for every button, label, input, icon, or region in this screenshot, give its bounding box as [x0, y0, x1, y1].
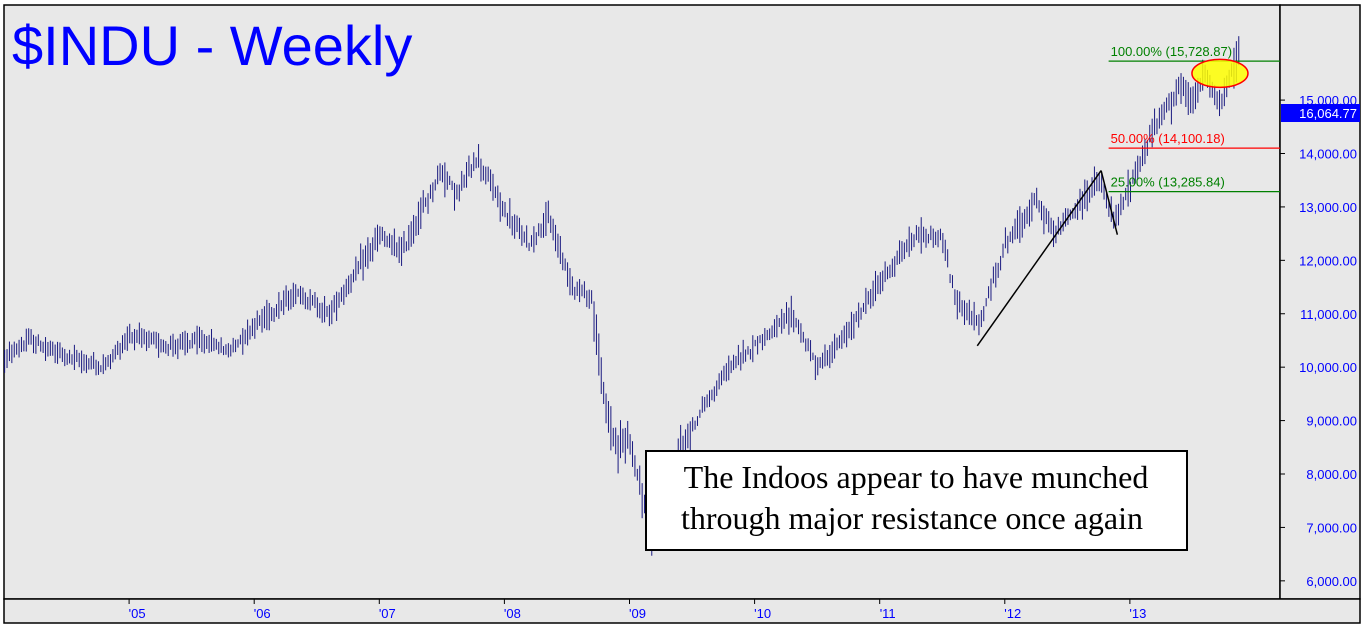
pattern-line [976, 170, 1102, 347]
annotation-frame [645, 450, 1188, 551]
y-tick-label: 6,000.00 [1306, 574, 1357, 589]
annotation-line-1: The Indoos appear to have munched [684, 459, 1149, 495]
y-tick-label: 12,000.00 [1299, 253, 1357, 268]
fib-label: 100.00% (15,728.87) [1111, 44, 1232, 59]
y-tick-label: 11,000.00 [1300, 307, 1357, 322]
annotation-line-2: through major resistance once again [681, 500, 1143, 536]
x-axis-panel [3, 598, 1361, 624]
x-tick-label: '08 [504, 606, 521, 621]
x-tick-label: '11 [880, 606, 896, 621]
fib-label: 25.00% (13,285.84) [1111, 175, 1225, 190]
x-tick-label: '06 [254, 606, 271, 621]
fibonacci-lines: 100.00% (15,728.87) 50.00% (14,100.18) 25.… [1108, 44, 1280, 193]
last-price-label: 16,064.77 [1299, 106, 1357, 121]
last-price-marker: 16,064.77 [1281, 104, 1360, 122]
x-tick-label: '12 [1004, 606, 1021, 621]
y-tick-label: 9,000.00 [1306, 414, 1357, 429]
y-tick-label: 14,000.00 [1299, 147, 1357, 162]
x-axis-ticks: '05 '06 '07 '08 '09 '10 '11 '12 '13 [128, 599, 1146, 621]
x-tick-label: '09 [629, 606, 646, 621]
y-tick-label: 10,000.00 [1299, 360, 1357, 375]
x-tick-label: '13 [1129, 606, 1146, 621]
y-tick-label: 7,000.00 [1306, 520, 1357, 535]
pattern-lines [976, 170, 1119, 347]
pattern-line [1100, 170, 1119, 235]
y-axis-ticks: 6,000.00 7,000.00 8,000.00 9,000.00 10,000.0… [1280, 93, 1357, 589]
x-tick-label: '07 [379, 606, 396, 621]
price-bars [4, 36, 1240, 556]
fib-label: 50.00% (14,100.18) [1111, 131, 1225, 146]
last-price-box [1281, 104, 1360, 122]
chart-title: $INDU - Weekly [12, 14, 412, 77]
x-tick-label: '05 [129, 606, 146, 621]
x-tick-label: '10 [754, 606, 771, 621]
annotation-box: The Indoos appear to have munched throug… [645, 450, 1188, 551]
y-tick-label: 8,000.00 [1306, 467, 1357, 482]
highlight-ellipse [1191, 58, 1249, 89]
highlight-area [1191, 58, 1249, 89]
y-tick-label: 13,000.00 [1299, 200, 1357, 215]
